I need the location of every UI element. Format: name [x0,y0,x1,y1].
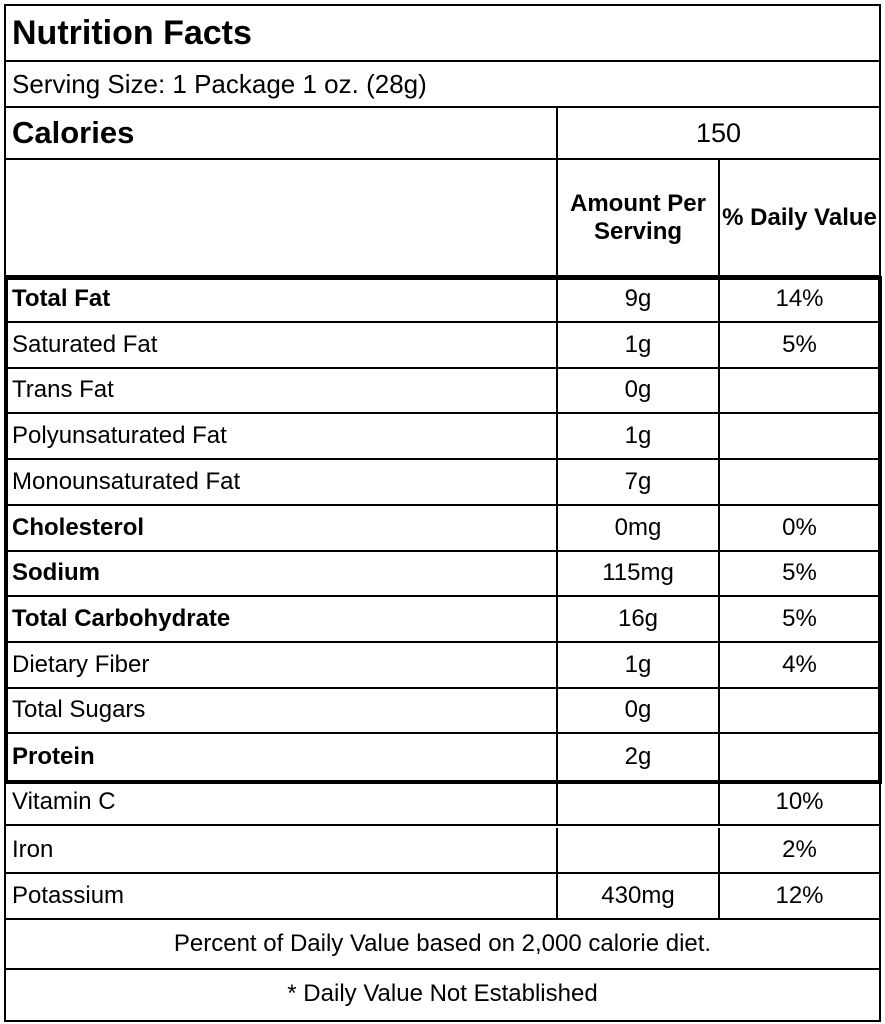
nutrient-row: Monounsaturated Fat 7g [6,460,879,506]
calories-row: Calories 150 [6,108,879,160]
nutrient-row: Total Sugars 0g [6,688,879,734]
daily-value [718,688,879,732]
nutrient-name: Vitamin C [12,788,116,815]
daily-value: 2% [718,828,879,872]
column-header: % Daily Value [718,160,879,275]
daily-value: 12% [718,874,879,918]
amount [556,780,718,824]
nutrient-row: Sodium 115mg 5% [6,551,879,597]
amount: 0g [556,688,718,732]
nutrient-name: Polyunsaturated Fat [12,422,227,449]
amount: 16g [556,597,718,641]
nutrient-name: Total Sugars [12,696,146,723]
nutrient-row: Total Fat 9g 14% [6,277,879,323]
daily-value [718,734,879,780]
nutrient-name: Monounsaturated Fat [12,468,241,495]
nutrient-row: Protein 2g [6,734,879,782]
nutrient-name: Protein [12,743,95,770]
title-row: Nutrition Facts [6,6,879,62]
calories-label: Calories [12,115,135,150]
amount: 0mg [556,506,718,550]
amount: 9g [556,277,718,321]
amount: 2g [556,734,718,780]
serving-row: Serving Size: 1 Package 1 oz. (28g) [6,62,879,108]
header-blank [6,160,556,275]
footnote: * Daily Value Not Established [287,980,598,1007]
daily-value: 5% [718,597,879,641]
nutrient-name: Iron [12,836,54,863]
amount: 115mg [556,551,718,595]
nutrient-row: Vitamin C 10% [6,780,879,826]
column-header: Amount Per Serving [556,160,718,275]
nutrient-name: Total Carbohydrate [12,605,231,632]
nutrient-name: Cholesterol [12,514,145,541]
nutrient-name: Saturated Fat [12,331,158,358]
title: Nutrition Facts [12,13,252,52]
daily-value [718,414,879,458]
nutrient-row: Iron 2% [6,828,879,874]
daily-value: 10% [718,780,879,824]
nutrient-row: Saturated Fat 1g 5% [6,323,879,369]
nutrient-row: Polyunsaturated Fat 1g [6,414,879,460]
daily-value [718,368,879,412]
amount: 1g [556,323,718,367]
calories-value: 150 [556,108,879,158]
amount: 1g [556,643,718,687]
daily-value [718,460,879,504]
daily-value: 4% [718,643,879,687]
amount [556,828,718,872]
amount: 1g [556,414,718,458]
nutrient-name: Trans Fat [12,376,114,403]
footer-row: Percent of Daily Value based on 2,000 ca… [6,920,879,970]
header-row: Amount Per Serving % Daily Value [6,160,879,277]
nutrient-name: Dietary Fiber [12,651,150,678]
nutrient-name: Potassium [12,882,125,909]
daily-value: 0% [718,506,879,550]
footnote: Percent of Daily Value based on 2,000 ca… [173,930,712,957]
nutrient-row: Cholesterol 0mg 0% [6,506,879,552]
daily-value: 5% [718,551,879,595]
nutrient-name: Total Fat [12,285,111,312]
nutrient-row: Trans Fat 0g [6,368,879,414]
daily-value: 14% [718,277,879,321]
amount: 430mg [556,874,718,918]
nutrient-name: Sodium [12,559,100,586]
nutrient-row: Total Carbohydrate 16g 5% [6,597,879,643]
daily-value: 5% [718,323,879,367]
nutrient-row: Dietary Fiber 1g 4% [6,643,879,689]
footer-row: * Daily Value Not Established [6,970,879,1018]
nutrient-row: Potassium 430mg 12% [6,874,879,920]
serving-size: Serving Size: 1 Package 1 oz. (28g) [12,68,427,99]
amount: 7g [556,460,718,504]
amount: 0g [556,368,718,412]
